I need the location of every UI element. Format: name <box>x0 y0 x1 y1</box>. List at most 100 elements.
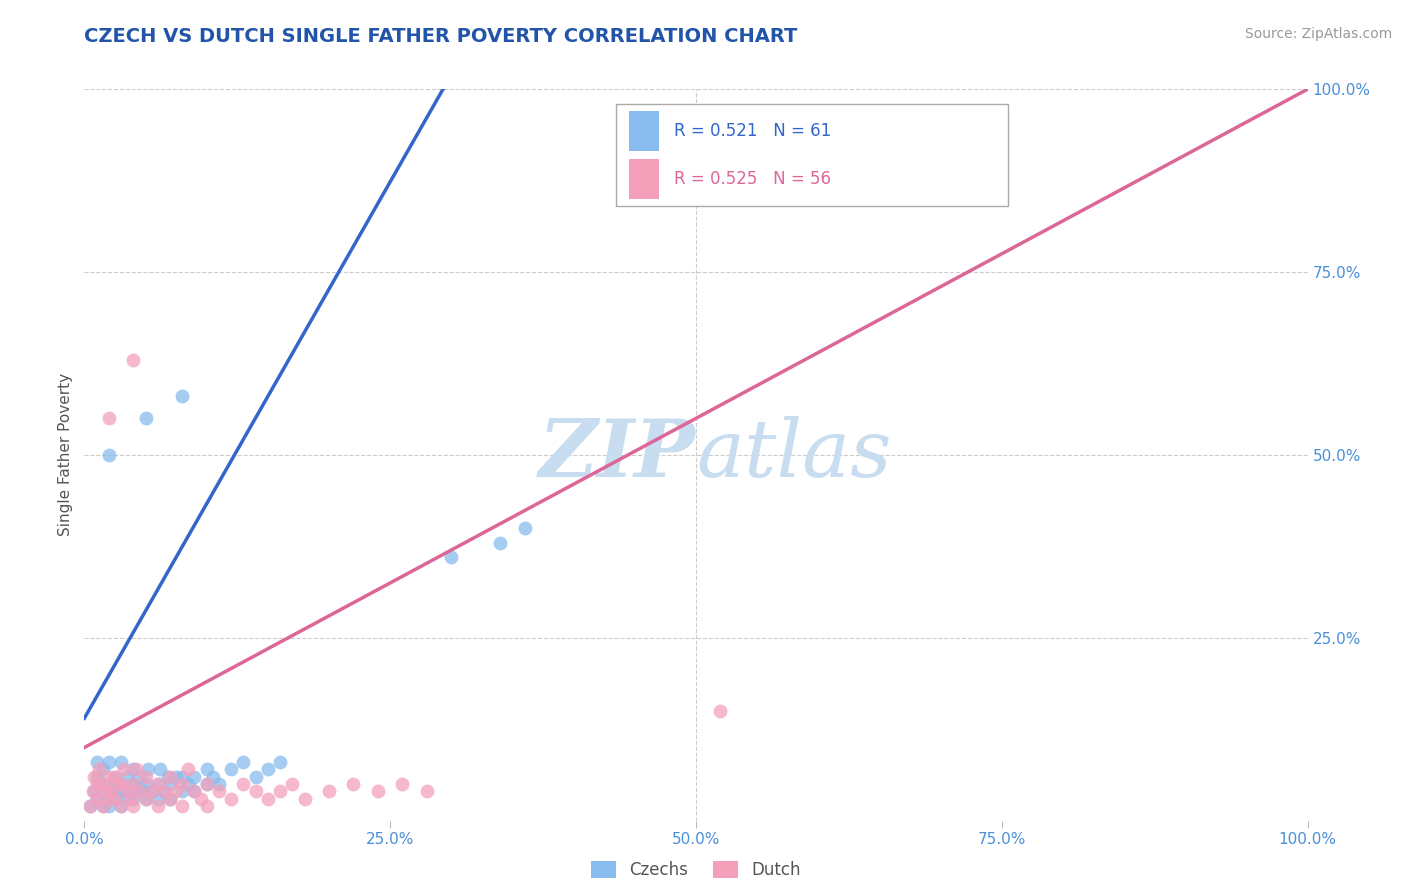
Point <box>79 799 101 814</box>
Point <box>208 777 231 791</box>
Text: CZECH VS DUTCH SINGLE FATHER POVERTY CORRELATION CHART: CZECH VS DUTCH SINGLE FATHER POVERTY COR… <box>84 27 797 45</box>
Point <box>83 784 105 798</box>
Point <box>513 521 536 535</box>
Text: ZIP: ZIP <box>538 417 696 493</box>
Point <box>87 777 110 791</box>
Point <box>97 791 120 805</box>
Point <box>177 777 200 791</box>
Text: R = 0.521   N = 61: R = 0.521 N = 61 <box>673 122 831 140</box>
Point <box>294 791 316 805</box>
Point <box>115 791 138 805</box>
Point <box>97 799 120 814</box>
Point <box>136 763 159 777</box>
Point <box>122 791 145 805</box>
Point <box>195 799 218 814</box>
Point <box>96 784 118 798</box>
Point <box>165 784 187 798</box>
FancyBboxPatch shape <box>616 103 1008 206</box>
Point <box>135 770 157 784</box>
Point <box>416 784 439 798</box>
Point <box>97 411 120 425</box>
Point <box>257 763 280 777</box>
Point <box>257 791 280 805</box>
Legend: Czechs, Dutch: Czechs, Dutch <box>585 854 807 886</box>
Point <box>86 791 108 805</box>
Point <box>91 763 114 777</box>
Point <box>104 791 127 805</box>
Point <box>141 784 163 798</box>
Point <box>125 763 148 777</box>
Text: Source: ZipAtlas.com: Source: ZipAtlas.com <box>1244 27 1392 41</box>
Point <box>100 784 122 798</box>
Point <box>269 755 291 769</box>
Point <box>86 770 108 784</box>
Point <box>96 791 118 805</box>
Point <box>172 777 194 791</box>
Point <box>115 784 138 798</box>
Point <box>79 799 101 814</box>
Point <box>128 784 150 798</box>
Point <box>269 784 291 798</box>
Point <box>87 763 110 777</box>
FancyBboxPatch shape <box>628 112 659 152</box>
Point <box>489 535 512 549</box>
Point <box>195 777 218 791</box>
Point <box>146 777 169 791</box>
Text: atlas: atlas <box>696 417 891 493</box>
Point <box>122 777 145 791</box>
FancyBboxPatch shape <box>628 159 659 199</box>
Point <box>97 448 120 462</box>
Point <box>110 799 132 814</box>
Point <box>122 799 145 814</box>
Point <box>86 777 108 791</box>
Point <box>125 784 148 798</box>
Point <box>391 777 413 791</box>
Point <box>104 791 127 805</box>
Point <box>245 784 267 798</box>
Point <box>153 784 176 798</box>
Point <box>112 763 135 777</box>
Point <box>183 784 205 798</box>
Point <box>245 770 267 784</box>
Point <box>115 770 138 784</box>
Point <box>107 784 129 798</box>
Point <box>122 352 145 367</box>
Point <box>135 777 157 791</box>
Point <box>107 777 129 791</box>
Point <box>172 770 194 784</box>
Point <box>146 799 169 814</box>
Point <box>86 791 108 805</box>
Point <box>183 770 205 784</box>
Point <box>112 784 135 798</box>
Point <box>110 777 132 791</box>
Point <box>159 777 181 791</box>
Point <box>201 770 224 784</box>
Point <box>135 411 157 425</box>
Point <box>146 777 169 791</box>
Point <box>281 777 304 791</box>
Point <box>104 770 127 784</box>
Point <box>159 791 181 805</box>
Point <box>232 777 254 791</box>
Point <box>195 763 218 777</box>
Point <box>440 550 463 565</box>
Point <box>190 791 212 805</box>
Point <box>128 770 150 784</box>
Point <box>342 777 364 791</box>
Point <box>172 784 194 798</box>
Point <box>146 791 169 805</box>
Point <box>318 784 340 798</box>
Point <box>110 755 132 769</box>
Point <box>219 791 242 805</box>
Point <box>82 784 104 798</box>
Point <box>91 784 114 798</box>
Point <box>165 770 187 784</box>
Point <box>149 763 172 777</box>
Point <box>208 784 231 798</box>
Point <box>104 770 127 784</box>
Text: R = 0.525   N = 56: R = 0.525 N = 56 <box>673 169 831 188</box>
Point <box>153 784 176 798</box>
Point <box>100 784 122 798</box>
Point <box>156 770 179 784</box>
Point <box>219 763 242 777</box>
